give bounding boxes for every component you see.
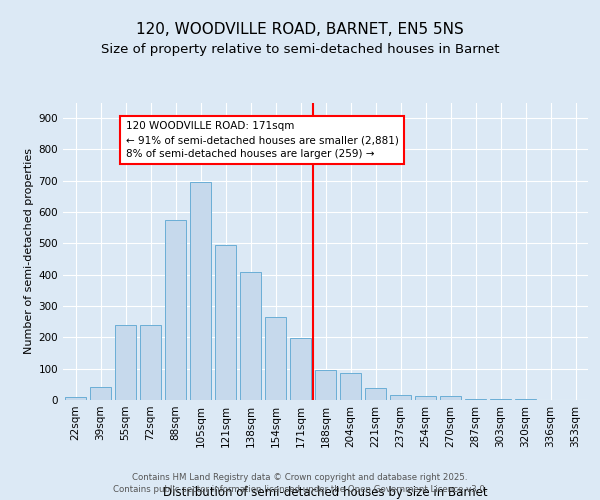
Text: 120 WOODVILLE ROAD: 171sqm
← 91% of semi-detached houses are smaller (2,881)
8% : 120 WOODVILLE ROAD: 171sqm ← 91% of semi… <box>125 122 398 160</box>
Bar <box>240 272 261 400</box>
Bar <box>215 245 236 400</box>
Bar <box>365 388 386 400</box>
Bar <box>315 370 336 400</box>
Bar <box>265 317 286 400</box>
Bar <box>90 387 111 400</box>
Text: Contains public sector information licensed under the Open Government Licence v3: Contains public sector information licen… <box>113 486 487 494</box>
Bar <box>165 220 186 400</box>
Text: Size of property relative to semi-detached houses in Barnet: Size of property relative to semi-detach… <box>101 42 499 56</box>
Text: 120, WOODVILLE ROAD, BARNET, EN5 5NS: 120, WOODVILLE ROAD, BARNET, EN5 5NS <box>136 22 464 38</box>
Bar <box>190 182 211 400</box>
Bar <box>65 398 86 400</box>
Bar <box>115 326 136 400</box>
Bar <box>440 396 461 400</box>
X-axis label: Distribution of semi-detached houses by size in Barnet: Distribution of semi-detached houses by … <box>163 486 488 499</box>
Bar <box>340 374 361 400</box>
Text: Contains HM Land Registry data © Crown copyright and database right 2025.: Contains HM Land Registry data © Crown c… <box>132 473 468 482</box>
Bar <box>390 394 411 400</box>
Bar <box>465 398 486 400</box>
Y-axis label: Number of semi-detached properties: Number of semi-detached properties <box>25 148 34 354</box>
Bar <box>140 326 161 400</box>
Bar <box>415 396 436 400</box>
Bar <box>290 338 311 400</box>
